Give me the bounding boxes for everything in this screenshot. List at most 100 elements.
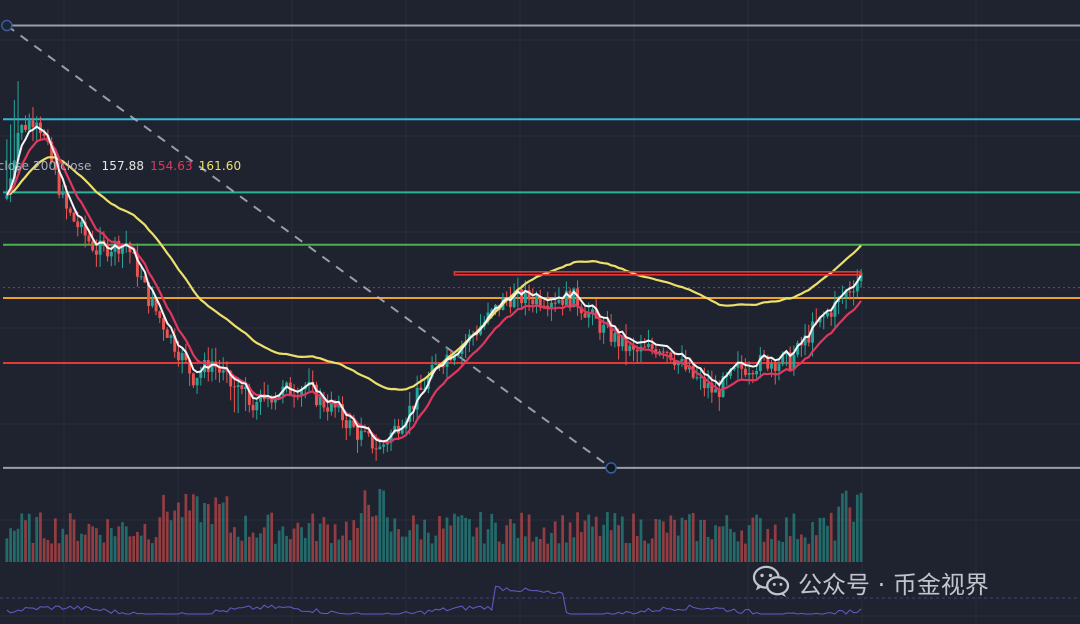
candle-body (579, 307, 583, 314)
volume-bar (378, 488, 382, 562)
candle-body (710, 383, 714, 393)
candle-body (221, 370, 225, 373)
candle-body (300, 389, 303, 397)
candle-body (632, 345, 635, 350)
candle-body (188, 359, 192, 374)
volume-bar (106, 519, 109, 562)
candle-body (531, 299, 535, 305)
candle-body (807, 335, 811, 343)
volume-bar (255, 537, 259, 562)
volume-bar (464, 517, 468, 562)
candle-body (61, 191, 65, 195)
volume-bar (516, 537, 520, 562)
volume-bar (121, 522, 124, 562)
candle-body (852, 291, 856, 293)
volume-bar (453, 513, 456, 562)
candle-body (154, 298, 158, 312)
candle-body (613, 332, 617, 342)
volume-bar (747, 525, 751, 562)
volume-bar (471, 536, 475, 562)
volume-bar (788, 536, 792, 562)
volume-bar (538, 539, 542, 562)
candle-body (553, 302, 557, 304)
volume-bar (826, 525, 829, 562)
candle-body (714, 389, 718, 393)
candle-body (758, 354, 762, 371)
volume-bar (632, 513, 635, 562)
candle-body (736, 362, 740, 368)
volume-bar (214, 497, 218, 562)
volume-bar (300, 527, 303, 562)
trendline (6, 24, 612, 469)
candle-body (94, 250, 98, 255)
volume-bar (684, 520, 688, 562)
candle-body (356, 426, 359, 440)
candle-body (538, 296, 542, 306)
volume-bar (852, 521, 855, 562)
candle-body (617, 332, 621, 347)
candle-body (624, 336, 628, 352)
volume-bar (247, 536, 251, 562)
candle-body (318, 396, 322, 406)
ma-legend: 0 close 200 close 157.88 154.63 161.60 (0, 159, 241, 173)
wechat-icon (752, 565, 790, 598)
ma-fast-line (6, 125, 862, 443)
candle-body (329, 401, 333, 412)
candle-body (76, 221, 80, 228)
volume-bar (188, 510, 191, 562)
volume-bar (460, 515, 464, 562)
candle-body (833, 301, 837, 317)
candle-body (35, 122, 39, 128)
volume-bar (195, 496, 199, 562)
candle-body (199, 372, 203, 378)
volume-bar (87, 523, 91, 562)
candle-body (676, 361, 680, 366)
volume-bar (139, 535, 143, 562)
volume-bar (206, 504, 210, 562)
candle-body (766, 356, 770, 369)
volume-bar (624, 542, 628, 562)
volume-bar (807, 543, 811, 562)
candle-body (180, 352, 184, 361)
volume-bar (225, 496, 229, 562)
volume-bar (5, 538, 9, 562)
volume-bar (415, 524, 419, 562)
candle-body (158, 311, 162, 319)
volume-bar (423, 519, 426, 562)
volume-bar (292, 528, 296, 562)
volume-bar (844, 490, 848, 562)
volume-bar (210, 524, 214, 562)
resistance-box (453, 271, 862, 276)
volume-bar (520, 512, 523, 562)
volume-bar (117, 526, 121, 562)
volume-bar (341, 535, 344, 562)
candle-body (564, 290, 568, 305)
candle-body (717, 389, 721, 397)
candle-body (408, 405, 412, 422)
candle-body (773, 363, 777, 371)
candle-body (229, 371, 233, 387)
candle-body (721, 376, 725, 397)
volume-bar (412, 515, 415, 562)
candle-body (20, 124, 24, 133)
volume-bar (251, 532, 255, 562)
volume-bar (333, 524, 337, 562)
volume-bar (259, 533, 262, 562)
volume-bar (736, 541, 740, 562)
volume-bar (80, 533, 83, 562)
candle-body (150, 298, 154, 306)
volume-bar (315, 541, 318, 562)
volume-bar (221, 502, 225, 562)
volume-bar (650, 538, 654, 562)
volume-bar (527, 514, 531, 562)
volume-bar (158, 517, 162, 562)
volume-bar (583, 520, 587, 562)
volume-bar (150, 543, 154, 562)
volume-bar (482, 543, 486, 562)
volume-bar (602, 524, 606, 562)
volume-bar (397, 529, 400, 562)
volume-bar (490, 513, 494, 562)
candle-body (50, 141, 54, 163)
volume-bar (535, 536, 538, 562)
